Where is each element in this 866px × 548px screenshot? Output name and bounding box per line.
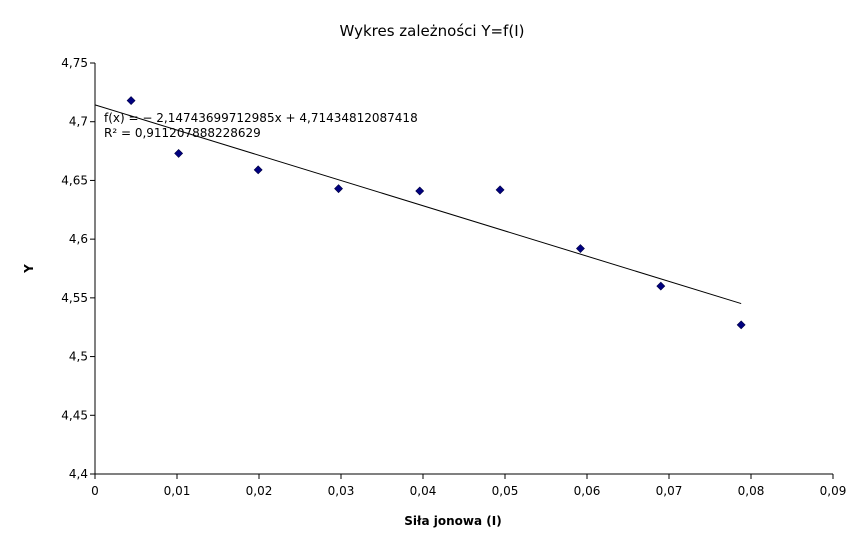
y-tick-label: 4,7 — [69, 115, 88, 129]
plot-area: 4,4 4,45 4,5 4,55 4,6 4,65 4,7 4,75 0 0,01 0,02 0,0… — [61, 56, 846, 498]
trendline-equation: f(x) = − 2,14743699712985x + 4,714348120… — [104, 111, 418, 125]
y-tick-label: 4,4 — [69, 467, 88, 481]
data-point — [334, 184, 343, 194]
data-point — [253, 165, 263, 175]
r-squared-label: R² = 0,911207888228629 — [104, 126, 261, 140]
x-tick-label: 0,01 — [164, 484, 191, 498]
data-point — [576, 244, 585, 253]
y-tick-label: 4,75 — [61, 56, 88, 70]
x-tick-label: 0 — [91, 484, 99, 498]
x-tick-label: 0,02 — [246, 484, 273, 498]
data-point — [495, 185, 505, 195]
data-point — [174, 148, 184, 158]
y-tick-label: 4,65 — [61, 173, 88, 187]
x-tick-label: 0,06 — [574, 484, 601, 498]
trendline — [94, 104, 742, 305]
x-tick-label: 0,07 — [656, 484, 683, 498]
x-tick-label: 0,04 — [410, 484, 437, 498]
data-points — [126, 96, 746, 330]
y-tick-label: 4,6 — [69, 232, 88, 246]
x-tick-label: 0,09 — [820, 484, 847, 498]
data-point — [736, 320, 746, 330]
x-axis-title: Siła jonowa (I) — [404, 514, 501, 528]
x-tick-label: 0,08 — [738, 484, 765, 498]
data-point — [656, 281, 666, 291]
x-tick-label: 0,05 — [492, 484, 519, 498]
chart-title: Wykres zależności Y=f(I) — [340, 22, 525, 40]
y-tick-label: 4,5 — [69, 350, 88, 364]
y-tick-label: 4,55 — [61, 291, 88, 305]
y-tick-label: 4,45 — [61, 408, 88, 422]
data-point — [126, 96, 136, 106]
data-point — [415, 186, 425, 196]
x-tick-label: 0,03 — [328, 484, 355, 498]
y-axis-title: Y — [22, 264, 36, 274]
